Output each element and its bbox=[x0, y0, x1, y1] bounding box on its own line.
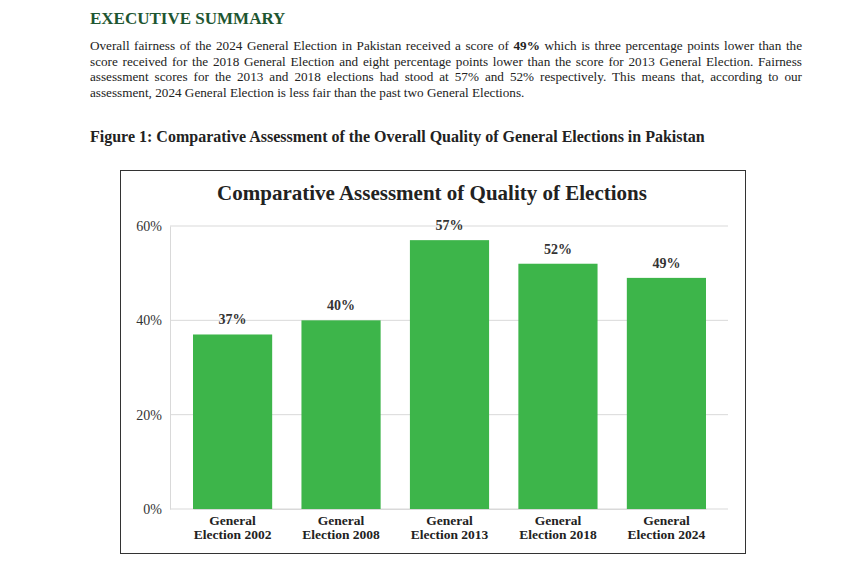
y-tick-label: 40% bbox=[136, 313, 162, 328]
data-label: 49% bbox=[652, 256, 680, 271]
paragraph-emphasis: 49% bbox=[513, 38, 539, 53]
bar bbox=[627, 278, 706, 509]
x-tick-label: GeneralElection 2024 bbox=[628, 513, 706, 542]
x-tick-label: GeneralElection 2002 bbox=[194, 513, 272, 542]
bar bbox=[301, 320, 380, 509]
x-axis-line bbox=[194, 509, 707, 510]
bar bbox=[193, 334, 272, 509]
data-labels: 37% 40% 57% 52% 49% bbox=[219, 218, 681, 327]
bar bbox=[410, 240, 489, 509]
y-tick: 0% bbox=[143, 502, 170, 517]
paragraph-text: Overall fairness of the 2024 General Ele… bbox=[90, 38, 513, 53]
grid bbox=[170, 226, 728, 509]
data-label: 57% bbox=[436, 218, 464, 233]
y-tick-label: 0% bbox=[143, 502, 162, 517]
y-axis: 0% 20% 40% 60% bbox=[136, 219, 170, 517]
x-tick-label: GeneralElection 2018 bbox=[519, 513, 597, 542]
figure-caption: Figure 1: Comparative Assessment of the … bbox=[90, 128, 705, 146]
x-tick: GeneralElection 2002 bbox=[194, 509, 272, 542]
x-tick-label: GeneralElection 2013 bbox=[411, 513, 489, 542]
paragraph: Overall fairness of the 2024 General Ele… bbox=[90, 38, 802, 100]
data-label: 52% bbox=[544, 242, 572, 257]
x-tick: GeneralElection 2018 bbox=[519, 509, 597, 542]
x-tick: GeneralElection 2024 bbox=[628, 509, 706, 542]
x-axis: GeneralElection 2002 GeneralElection 2008… bbox=[194, 509, 707, 542]
chart-title: Comparative Assessment of Quality of Ele… bbox=[217, 181, 647, 205]
y-tick-label: 20% bbox=[136, 408, 162, 423]
y-tick-label: 60% bbox=[136, 219, 162, 234]
x-tick-label: GeneralElection 2008 bbox=[302, 513, 380, 542]
y-axis-line bbox=[170, 227, 171, 510]
y-tick: 20% bbox=[136, 408, 170, 423]
x-tick: GeneralElection 2013 bbox=[411, 509, 489, 542]
chart-frame bbox=[121, 171, 746, 554]
y-tick: 40% bbox=[136, 313, 170, 328]
heading: EXECUTIVE SUMMARY bbox=[90, 9, 285, 29]
data-label: 37% bbox=[219, 312, 247, 327]
bars bbox=[193, 240, 706, 509]
x-tick: GeneralElection 2008 bbox=[302, 509, 380, 542]
data-label: 40% bbox=[327, 298, 355, 313]
y-tick: 60% bbox=[136, 219, 170, 234]
bar bbox=[518, 264, 597, 509]
